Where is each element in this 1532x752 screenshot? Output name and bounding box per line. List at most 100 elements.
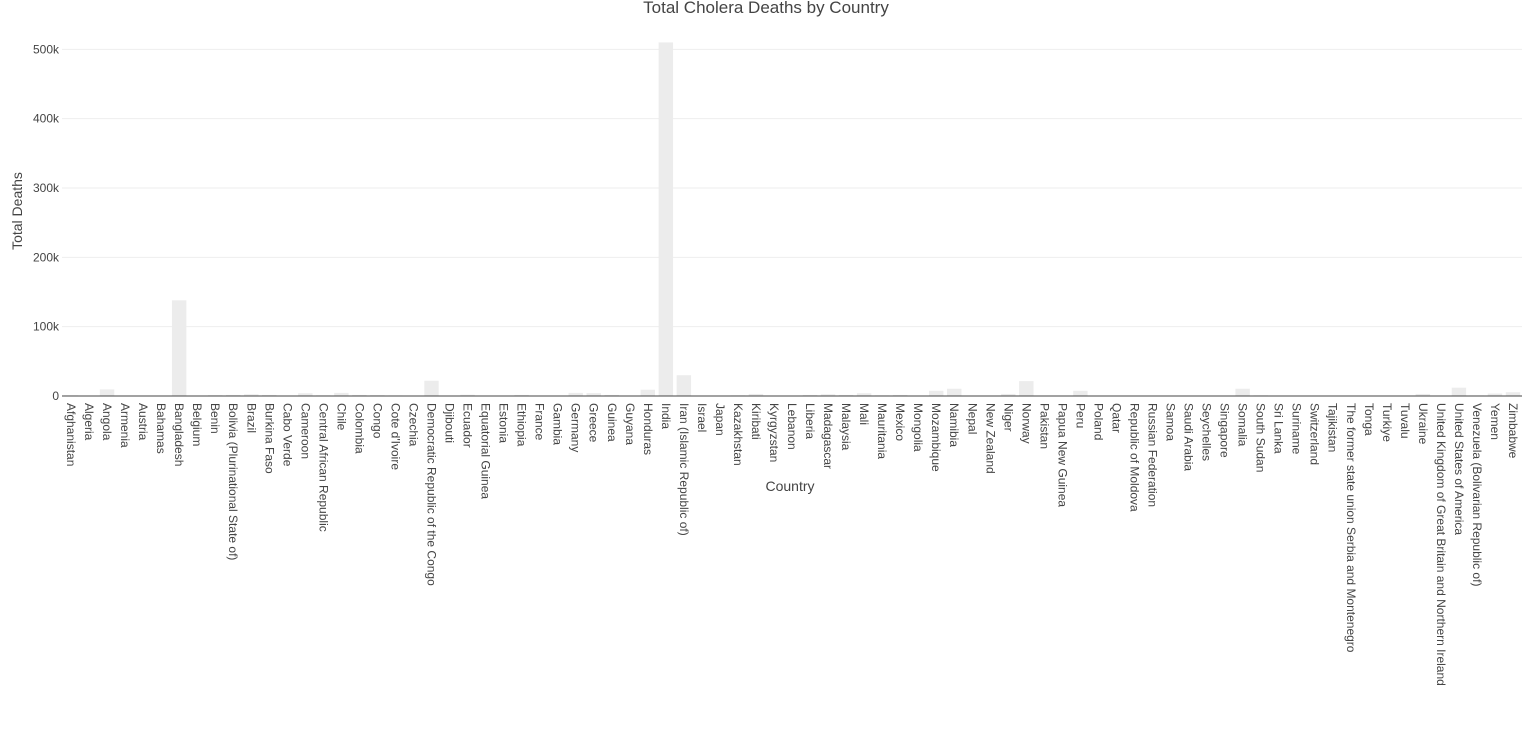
- x-tick-label: Ukraine: [1416, 403, 1430, 445]
- bar: [604, 394, 619, 396]
- bar: [352, 394, 367, 396]
- x-tick-label: Greece: [587, 403, 601, 443]
- x-tick-label: Armenia: [118, 403, 132, 448]
- bar: [1505, 392, 1521, 396]
- x-tick-label: Bolivia (Plurinational State of): [226, 403, 240, 560]
- x-tick-label: Mali: [857, 403, 871, 425]
- x-tick-label: Malaysia: [839, 403, 853, 451]
- bar: [928, 390, 944, 396]
- x-tick-label: Suriname: [1290, 403, 1304, 455]
- x-tick-label: Russian Federation: [1145, 403, 1159, 507]
- bars: [63, 42, 1521, 396]
- bar: [802, 394, 818, 396]
- x-tick-label: Yemen: [1488, 403, 1502, 440]
- x-tick-label: Kyrgyzstan: [767, 403, 781, 462]
- x-tick-label: Algeria: [82, 403, 96, 441]
- y-tick-label: 100k: [33, 320, 60, 334]
- bar: [856, 393, 872, 396]
- y-axis-ticks: 0 100k 200k 300k 400k 500k: [33, 42, 60, 403]
- bar: [1415, 393, 1431, 396]
- x-tick-label: Somalia: [1236, 403, 1250, 447]
- x-tick-label: Niger: [1001, 403, 1015, 432]
- x-tick-label: Saudi Arabia: [1182, 403, 1196, 471]
- x-tick-label: Pakistan: [1037, 403, 1051, 449]
- x-tick-label: Estonia: [497, 403, 511, 443]
- bar: [1001, 393, 1016, 396]
- x-tick-label: Qatar: [1109, 403, 1123, 433]
- x-tick-label: India: [659, 403, 673, 429]
- x-tick-label: The former state union Serbia and Monten…: [1344, 403, 1358, 653]
- x-tick-label: Cote d'Ivoire: [388, 403, 402, 470]
- bar: [334, 392, 349, 396]
- x-tick-label: Bangladesh: [172, 403, 186, 466]
- x-tick-label: South Sudan: [1254, 403, 1268, 472]
- bar: [514, 394, 529, 396]
- bar: [838, 394, 854, 396]
- x-tick-label: Sri Lanka: [1272, 403, 1286, 454]
- x-tick-label: Norway: [1019, 403, 1033, 444]
- y-tick-label: 300k: [33, 181, 60, 195]
- x-axis-title: Country: [765, 478, 814, 494]
- x-tick-label: France: [533, 403, 547, 441]
- bar: [262, 394, 277, 396]
- x-tick-label: Colombia: [352, 403, 366, 454]
- x-tick-label: Singapore: [1218, 403, 1232, 458]
- x-tick-label: Mexico: [893, 403, 907, 441]
- x-tick-label: Brazil: [244, 403, 258, 433]
- bar: [460, 394, 475, 396]
- bar: [244, 394, 259, 396]
- x-tick-label: Chile: [334, 403, 348, 431]
- bar: [1073, 390, 1088, 396]
- x-tick-label: Tajikistan: [1326, 403, 1340, 452]
- x-tick-label: Switzerland: [1308, 403, 1322, 465]
- x-tick-label: Lebanon: [785, 403, 799, 450]
- x-tick-label: Japan: [713, 403, 727, 436]
- x-tick-label: Zimbabwe: [1506, 403, 1520, 459]
- x-tick-label: Ethiopia: [515, 403, 529, 447]
- x-tick-label: Angola: [100, 403, 114, 441]
- bar: [226, 394, 241, 396]
- x-tick-label: Equatorial Guinea: [479, 403, 493, 499]
- x-tick-label: Tonga: [1362, 403, 1376, 436]
- x-tick-label: Nepal: [965, 403, 979, 434]
- x-tick-label: Congo: [370, 403, 384, 439]
- x-tick-label: Madagascar: [821, 403, 835, 469]
- y-tick-label: 0: [52, 389, 59, 403]
- chart-title: Total Cholera Deaths by Country: [643, 0, 889, 17]
- x-tick-label: Cabo Verde: [280, 403, 294, 467]
- x-tick-label: Ecuador: [461, 403, 475, 448]
- bar: [748, 393, 764, 396]
- x-tick-label: Guinea: [605, 403, 619, 442]
- x-tick-label: Bahamas: [154, 403, 168, 454]
- x-tick-label: Poland: [1091, 403, 1105, 440]
- x-tick-label: Guyana: [623, 403, 637, 445]
- x-tick-label: Czechia: [406, 403, 420, 447]
- x-tick-label: Austria: [136, 403, 150, 441]
- bar: [171, 300, 187, 396]
- x-tick-label: Burkina Faso: [262, 403, 276, 474]
- x-axis-ticks: Afghanistan Algeria Angola Armenia Austria Ba…: [64, 403, 1520, 686]
- bar: [298, 393, 313, 396]
- x-tick-label: United States of America: [1452, 403, 1466, 535]
- bar: [658, 42, 674, 396]
- x-tick-label: Peru: [1073, 403, 1087, 428]
- bar: [1235, 388, 1250, 396]
- gridlines: [62, 48, 1522, 328]
- y-tick-label: 500k: [33, 42, 60, 56]
- x-tick-label: Germany: [569, 403, 583, 452]
- x-tick-label: Turkiye: [1380, 403, 1394, 442]
- x-tick-label: Kazakhstan: [731, 403, 745, 466]
- y-tick-label: 200k: [33, 250, 60, 264]
- x-tick-label: Afghanistan: [64, 403, 78, 466]
- x-tick-label: Namibia: [947, 403, 961, 447]
- x-tick-label: Honduras: [641, 403, 655, 455]
- bar: [676, 375, 692, 396]
- x-tick-label: Democratic Republic of the Congo: [425, 403, 439, 586]
- x-tick-label: Belgium: [190, 403, 204, 446]
- bar: [424, 380, 439, 396]
- bar: [586, 393, 601, 396]
- x-tick-label: Samoa: [1164, 403, 1178, 441]
- x-tick-label: Benin: [208, 403, 222, 434]
- y-tick-label: 400k: [33, 112, 60, 126]
